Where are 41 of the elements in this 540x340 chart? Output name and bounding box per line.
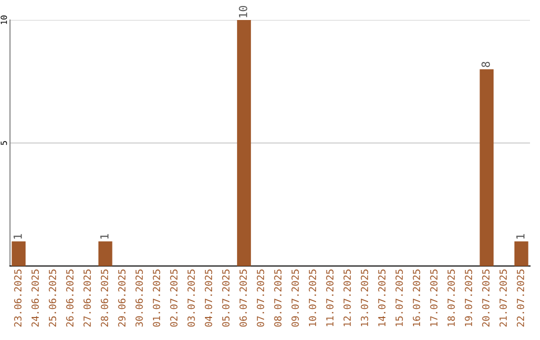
bar (514, 241, 528, 266)
data-label: 1 (516, 234, 524, 239)
x-tick-label: 25.06.2025 (48, 270, 56, 327)
x-tick-label: 05.07.2025 (222, 270, 230, 327)
x-tick-label: 08.07.2025 (274, 270, 282, 327)
bar (12, 241, 26, 266)
x-tick-label: 04.07.2025 (204, 270, 212, 327)
x-tick-label: 19.07.2025 (464, 270, 472, 326)
x-tick-label: 14.07.2025 (378, 270, 386, 326)
x-tick-label: 10.07.2025 (308, 270, 316, 326)
x-tick-label: 21.07.2025 (499, 270, 507, 327)
x-tick-label: 20.07.2025 (482, 270, 490, 327)
x-tick-label: 15.07.2025 (395, 270, 403, 326)
x-tick-label: 03.07.2025 (187, 270, 195, 327)
y-tick-label: 5 (0, 141, 7, 145)
data-label: 1 (100, 234, 108, 239)
x-tick-label: 17.07.2025 (430, 270, 438, 326)
x-tick-label: 26.06.2025 (66, 270, 74, 327)
x-tick-label: 12.07.2025 (343, 270, 351, 326)
data-label: 1 (14, 234, 22, 239)
x-tick-label: 01.07.2025 (152, 270, 160, 327)
x-tick-label: 06.07.2025 (239, 270, 247, 327)
bar (480, 69, 494, 266)
x-tick-label: 18.07.2025 (447, 270, 455, 326)
x-tick-label: 07.07.2025 (256, 270, 264, 327)
x-tick-label: 27.06.2025 (83, 270, 91, 327)
data-label: 10 (238, 6, 248, 18)
x-tick-label: 22.07.2025 (516, 270, 524, 327)
x-tick-label: 28.06.2025 (100, 270, 108, 327)
bar (237, 20, 251, 266)
data-label: 8 (482, 62, 490, 68)
x-tick-label: 23.06.2025 (14, 270, 22, 327)
x-tick-label: 09.07.2025 (291, 270, 299, 327)
x-tick-label: 02.07.2025 (170, 270, 178, 327)
x-tick-label: 29.06.2025 (118, 270, 126, 327)
x-tick-label: 24.06.2025 (31, 270, 39, 327)
x-tick-label: 11.07.2025 (326, 270, 334, 326)
x-tick-label: 30.06.2025 (135, 270, 143, 327)
x-tick-label: 13.07.2025 (360, 270, 368, 326)
x-tick-label: 16.07.2025 (412, 270, 420, 326)
bar (98, 241, 112, 266)
